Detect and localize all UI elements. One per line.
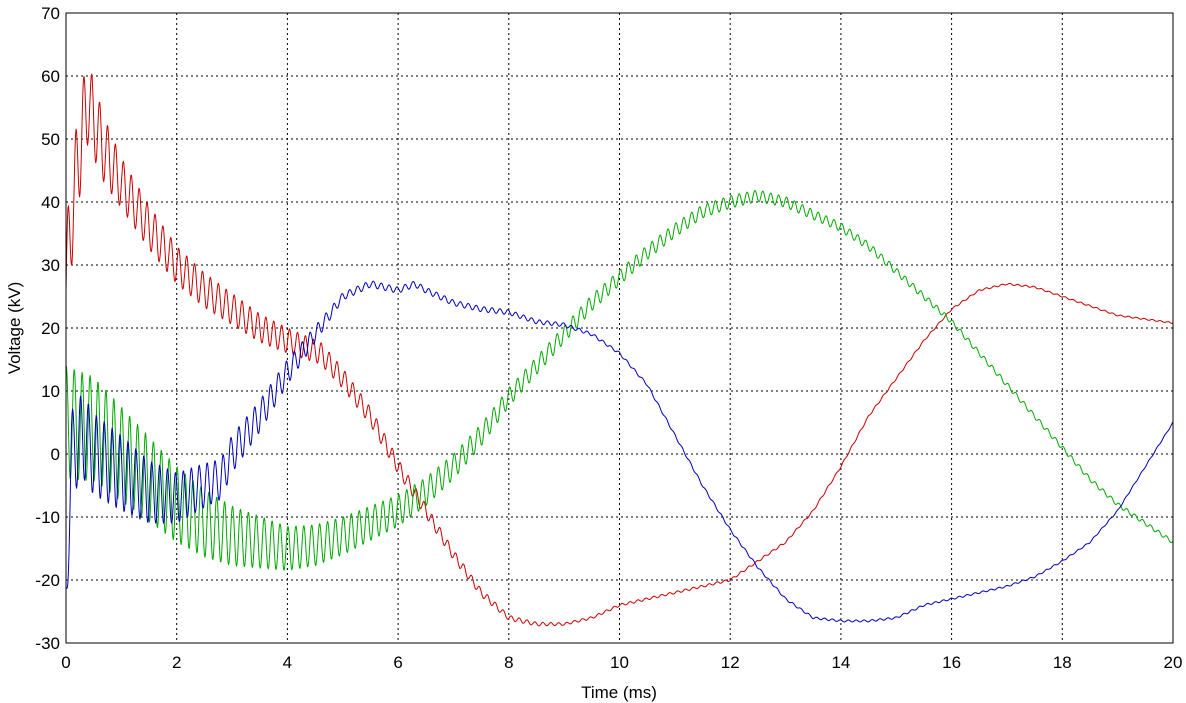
y-tick-label: 20 — [41, 319, 60, 338]
y-tick-label: -30 — [35, 634, 60, 653]
series-line-3 — [65, 280, 1174, 623]
x-tick-labels: 0 2 4 6 8 10 12 14 16 18 20 — [61, 653, 1182, 672]
x-tick-label: 16 — [942, 653, 961, 672]
y-axis-title: Voltage (kV) — [5, 282, 24, 375]
x-tick-label: 20 — [1164, 653, 1183, 672]
x-axis-title: Time (ms) — [581, 683, 657, 702]
plot-frame — [65, 12, 1174, 644]
series-line-1 — [65, 73, 1174, 627]
y-tick-label: -20 — [35, 571, 60, 590]
x-tick-label: 6 — [393, 653, 402, 672]
x-tick-label: 0 — [61, 653, 70, 672]
y-tick-label: 10 — [41, 382, 60, 401]
x-tick-label: 12 — [721, 653, 740, 672]
y-tick-label: 0 — [51, 445, 60, 464]
y-tick-labels: -30 -20 -10 0 10 20 30 40 50 60 70 — [35, 4, 60, 653]
x-tick-label: 18 — [1053, 653, 1072, 672]
y-tick-label: 70 — [41, 4, 60, 23]
x-tick-label: 4 — [283, 653, 292, 672]
grid — [66, 13, 1173, 643]
x-tick-label: 10 — [610, 653, 629, 672]
x-tick-label: 2 — [172, 653, 181, 672]
y-tick-label: 30 — [41, 256, 60, 275]
x-tick-label: 8 — [504, 653, 513, 672]
y-tick-label: 40 — [41, 193, 60, 212]
x-tick-label: 14 — [831, 653, 850, 672]
y-tick-label: -10 — [35, 508, 60, 527]
y-tick-label: 50 — [41, 130, 60, 149]
series-line-2 — [65, 190, 1174, 571]
y-tick-label: 60 — [41, 67, 60, 86]
series-group — [65, 73, 1174, 627]
